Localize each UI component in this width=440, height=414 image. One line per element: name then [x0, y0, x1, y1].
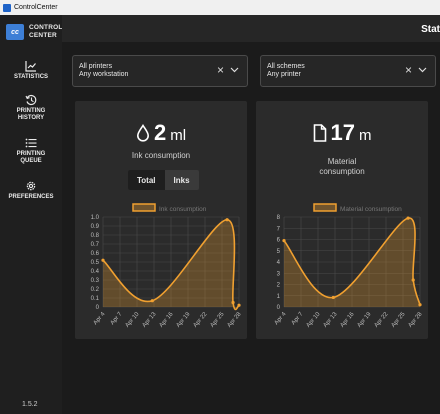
ink-drop-icon: [136, 124, 149, 142]
sidebar-item-printing-history[interactable]: PRINTING HISTORY: [0, 94, 62, 122]
data-point: [231, 300, 235, 305]
y-tick-label: 0: [277, 305, 281, 311]
data-point: [406, 216, 410, 220]
chevron-down-icon[interactable]: [418, 67, 427, 73]
legend-label: Material consumption: [340, 206, 402, 213]
tab-total[interactable]: Total: [128, 170, 165, 190]
y-tick-label: 0.3: [91, 278, 100, 284]
ink-consumption-card: 2 ml Ink consumption Total Inks Ink consu…: [75, 101, 247, 339]
chevron-down-icon[interactable]: [230, 67, 239, 73]
y-tick-label: 0.4: [91, 269, 100, 275]
tab-inks[interactable]: Inks: [173, 175, 190, 185]
scheme-filter-line1: All schemes: [267, 63, 305, 70]
sidebar-item-statistics[interactable]: STATISTICS: [0, 60, 62, 81]
x-tick-label: Apr 19: [176, 311, 192, 329]
area-fill: [103, 219, 239, 310]
y-tick-label: 1: [277, 294, 281, 300]
legend-swatch: [313, 203, 337, 212]
y-tick-label: 0.9: [91, 224, 100, 230]
logo-icon: cc: [6, 24, 24, 40]
x-tick-label: Apr 25: [391, 311, 407, 329]
logo: cc CONTROL CENTER: [6, 24, 63, 40]
sidebar: cc CONTROL CENTER STATISTICS PRINTING HIST…: [0, 15, 62, 414]
y-tick-label: 0.7: [91, 242, 100, 248]
sidebar-item-preferences[interactable]: PREFERENCES: [0, 180, 62, 201]
x-tick-label: Apr 16: [159, 311, 175, 329]
document-icon: [313, 124, 326, 142]
material-label: Material consumption: [319, 157, 365, 176]
legend-label: Ink consumption: [159, 206, 207, 213]
y-tick-label: 0.6: [91, 251, 100, 257]
data-point: [282, 239, 286, 243]
y-tick-label: 0.8: [91, 233, 100, 239]
y-tick-label: 0: [96, 305, 100, 311]
y-tick-label: 0.5: [91, 260, 100, 266]
x-tick-label: Apr 13: [323, 311, 339, 329]
legend-swatch: [132, 203, 156, 212]
chart-line-icon: [25, 61, 36, 72]
x-tick-label: Apr 7: [291, 311, 305, 326]
printer-filter-line1: All printers: [79, 63, 113, 70]
ink-tabs: Total Inks: [128, 170, 199, 190]
scheme-filter-line2: Any printer: [267, 71, 301, 78]
scheme-filter-select[interactable]: All schemes Any printer ×: [260, 55, 436, 87]
data-point: [225, 218, 229, 222]
list-icon: [25, 138, 37, 148]
main-content: All printers Any workstation × All schem…: [62, 42, 440, 414]
x-tick-label: Apr 19: [357, 311, 373, 329]
sidebar-item-printing-queue[interactable]: PRINTING QUEUE: [0, 137, 62, 165]
data-point: [331, 295, 335, 300]
data-point: [411, 278, 415, 282]
y-tick-label: 8: [277, 215, 281, 221]
y-tick-label: 1.0: [91, 215, 100, 221]
x-tick-label: Apr 28: [227, 311, 243, 329]
area-fill: [284, 218, 420, 307]
version-label: 1.5.2: [22, 401, 38, 408]
y-tick-label: 2: [277, 283, 281, 289]
gear-icon: [26, 181, 36, 191]
x-tick-label: Apr 10: [306, 311, 322, 329]
history-icon: [25, 94, 37, 106]
ink-label: Ink consumption: [131, 151, 191, 160]
header: Stat: [62, 15, 440, 42]
ink-value: 2 ml: [75, 120, 247, 146]
x-tick-label: Apr 13: [142, 311, 158, 329]
x-tick-label: Apr 22: [374, 311, 390, 329]
x-tick-label: Apr 22: [193, 311, 209, 329]
y-tick-label: 6: [277, 238, 281, 244]
y-tick-label: 7: [277, 226, 281, 232]
material-consumption-card: 17 m Material consumption Material consump…: [256, 101, 428, 339]
data-point: [150, 299, 154, 303]
x-tick-label: Apr 4: [93, 311, 107, 326]
x-tick-label: Apr 28: [408, 311, 424, 329]
y-tick-label: 4: [277, 260, 281, 266]
window-titlebar: ControlCenter: [0, 0, 440, 15]
clear-icon[interactable]: ×: [216, 63, 224, 77]
y-tick-label: 3: [277, 271, 281, 277]
x-tick-label: Apr 4: [274, 311, 288, 326]
app-icon: [3, 3, 11, 12]
x-tick-label: Apr 25: [210, 311, 226, 329]
x-tick-label: Apr 16: [340, 311, 356, 329]
clear-icon[interactable]: ×: [404, 63, 412, 77]
y-tick-label: 0.1: [91, 296, 100, 302]
ink-consumption-chart: Ink consumption 0 0.1 0.2 0.3 0.4 0.5 0.6 0.7 0.8…: [91, 203, 243, 329]
printer-filter-line2: Any workstation: [79, 71, 129, 78]
window-title: ControlCenter: [14, 4, 58, 11]
printer-filter-select[interactable]: All printers Any workstation ×: [72, 55, 248, 87]
data-point: [418, 303, 422, 307]
y-tick-label: 0.2: [91, 287, 100, 293]
x-tick-label: Apr 7: [110, 311, 124, 326]
page-title: Stat: [421, 24, 440, 35]
data-point: [101, 258, 105, 262]
series-line: [283, 217, 421, 305]
x-tick-label: Apr 10: [125, 311, 141, 329]
logo-text: CONTROL CENTER: [29, 24, 63, 39]
y-tick-label: 5: [277, 249, 281, 255]
data-point: [237, 303, 241, 307]
material-value: 17 m: [256, 120, 428, 146]
